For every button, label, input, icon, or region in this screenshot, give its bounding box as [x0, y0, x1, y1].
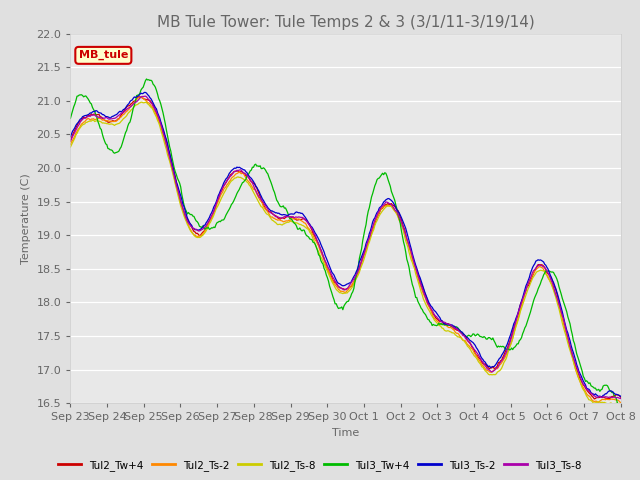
- Legend: Tul2_Tw+4, Tul2_Ts-2, Tul2_Ts-8, Tul3_Tw+4, Tul3_Ts-2, Tul3_Ts-8: Tul2_Tw+4, Tul2_Ts-2, Tul2_Ts-8, Tul3_Tw…: [54, 456, 586, 475]
- Text: MB_tule: MB_tule: [79, 50, 128, 60]
- Y-axis label: Temperature (C): Temperature (C): [21, 173, 31, 264]
- Title: MB Tule Tower: Tule Temps 2 & 3 (3/1/11-3/19/14): MB Tule Tower: Tule Temps 2 & 3 (3/1/11-…: [157, 15, 534, 30]
- X-axis label: Time: Time: [332, 428, 359, 438]
